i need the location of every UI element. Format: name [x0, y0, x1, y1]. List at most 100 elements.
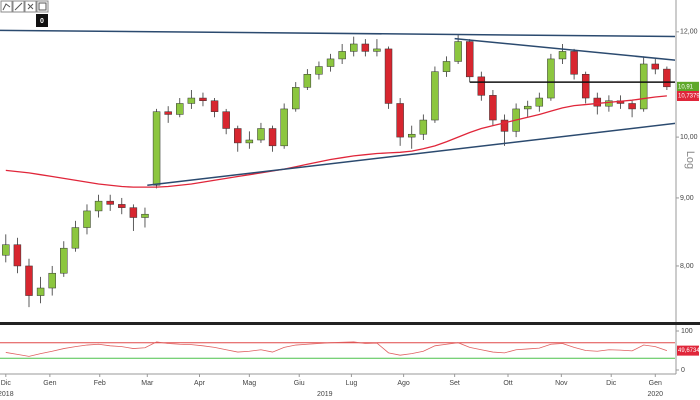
candle-body	[71, 227, 80, 249]
x-tick-label: Apr	[194, 380, 206, 387]
candle-body	[326, 58, 335, 67]
candle-body	[83, 210, 91, 228]
x-tick-label: Feb	[94, 380, 106, 387]
x-tick-label: Gen	[649, 380, 662, 387]
candle-body	[535, 97, 544, 107]
candle-body	[13, 244, 22, 267]
candle-body	[570, 51, 578, 75]
candle-body	[292, 87, 300, 110]
candle-body	[350, 43, 358, 52]
candle-body	[94, 200, 103, 212]
candle-body	[454, 41, 462, 62]
price-tag	[677, 90, 699, 101]
candle-body	[523, 105, 532, 110]
y-tick-label: 9,00	[680, 195, 694, 202]
candle-body	[118, 204, 126, 208]
candle-body	[25, 265, 33, 296]
x-tick-label: Gen	[43, 380, 56, 387]
candle-body	[419, 119, 428, 135]
tool-icon	[2, 3, 11, 11]
candle-body	[60, 247, 68, 274]
year-label: 2018	[0, 391, 14, 398]
candle-body	[547, 58, 555, 99]
candle-body	[129, 207, 138, 218]
candle-body	[257, 128, 265, 141]
x-tick-label: Giu	[294, 380, 305, 387]
rsi-tick-label: 100	[681, 328, 693, 335]
candle-body	[210, 100, 219, 112]
x-tick-label: Mag	[243, 380, 257, 387]
x-tick-label: Ott	[503, 380, 512, 387]
candle-body	[222, 111, 230, 129]
year-label: 2020	[647, 391, 663, 398]
candle-body	[106, 200, 114, 205]
candle-body	[558, 51, 567, 60]
tool-icon	[38, 2, 47, 11]
tool-button[interactable]	[36, 0, 49, 13]
rsi-tag	[677, 345, 699, 356]
candle-body	[187, 97, 196, 104]
candle-body	[477, 76, 486, 96]
candle-body	[663, 68, 671, 88]
candle-body	[234, 128, 242, 144]
candle-body	[651, 63, 660, 70]
candle-body	[396, 103, 404, 138]
candle-body	[36, 287, 45, 296]
x-tick-label: Ago	[397, 380, 410, 387]
tool-icon	[14, 2, 23, 11]
price-tag	[677, 81, 699, 92]
candle-body	[338, 51, 346, 60]
candle-body	[639, 63, 648, 110]
candle-body	[303, 73, 312, 88]
moving-average	[5, 95, 667, 188]
candle-body	[442, 61, 451, 72]
candle-body	[152, 111, 161, 186]
x-tick-label: Dic	[606, 380, 617, 387]
candle-body	[268, 128, 277, 147]
price-tag-label: 10,91	[678, 84, 694, 90]
candle-body	[593, 97, 602, 107]
rsi-line	[5, 341, 668, 357]
candle-body	[489, 95, 497, 121]
candle-body	[500, 119, 509, 132]
candle-body	[141, 213, 149, 218]
candle-body	[176, 103, 184, 115]
y-tick-label: 12,00	[680, 29, 698, 36]
candle-body	[581, 73, 590, 99]
candle-body	[373, 48, 381, 52]
log-label: Log	[684, 151, 696, 169]
candle-body	[280, 108, 288, 147]
x-tick-label: Nov	[555, 380, 568, 387]
year-label: 2019	[317, 391, 333, 398]
candle-body	[431, 71, 439, 121]
toolbar: 0	[0, 0, 49, 27]
candle-body	[361, 43, 370, 52]
tool-button[interactable]	[0, 0, 13, 13]
candle-body	[199, 97, 207, 101]
candle-body	[465, 41, 474, 78]
candle-body	[2, 244, 10, 256]
price-tag-label: 10,7379	[678, 94, 700, 100]
rsi-tick-label: 0	[681, 367, 685, 374]
y-tick-label: 8,00	[680, 263, 694, 270]
x-tick-label: Dic	[1, 380, 12, 387]
x-tick-label: Mar	[141, 380, 154, 387]
candle-body	[245, 139, 254, 144]
trendline	[147, 122, 675, 186]
trendline	[0, 29, 675, 38]
candle-body	[407, 133, 416, 138]
y-tick-label: 10,00	[680, 134, 698, 141]
candle-body	[384, 48, 393, 104]
counter-box[interactable]	[36, 14, 48, 27]
candle-body	[605, 100, 613, 107]
counter: 0	[40, 18, 44, 25]
trendline	[454, 37, 675, 61]
x-tick-label: Lug	[346, 380, 358, 387]
candle-body	[164, 111, 172, 115]
x-tick-label: Set	[449, 380, 460, 387]
rsi-tag-label: 49,6734	[678, 348, 700, 354]
candle-body	[315, 66, 323, 75]
candle-body	[628, 103, 636, 110]
